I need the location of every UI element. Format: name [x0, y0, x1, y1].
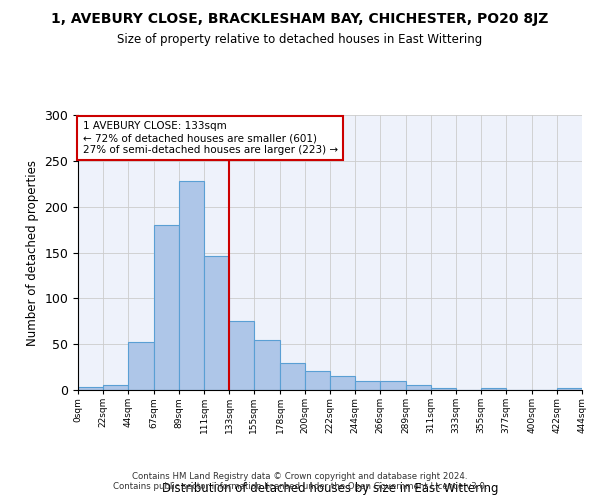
- Text: 1, AVEBURY CLOSE, BRACKLESHAM BAY, CHICHESTER, PO20 8JZ: 1, AVEBURY CLOSE, BRACKLESHAM BAY, CHICH…: [52, 12, 548, 26]
- X-axis label: Distribution of detached houses by size in East Wittering: Distribution of detached houses by size …: [162, 482, 498, 495]
- Bar: [280, 362, 305, 390]
- Y-axis label: Number of detached properties: Number of detached properties: [26, 160, 39, 346]
- Bar: [128, 342, 154, 390]
- Text: Contains HM Land Registry data © Crown copyright and database right 2024.: Contains HM Land Registry data © Crown c…: [132, 472, 468, 481]
- Text: Size of property relative to detached houses in East Wittering: Size of property relative to detached ho…: [118, 32, 482, 46]
- Bar: [355, 381, 380, 390]
- Bar: [103, 386, 128, 390]
- Text: 1 AVEBURY CLOSE: 133sqm
← 72% of detached houses are smaller (601)
27% of semi-d: 1 AVEBURY CLOSE: 133sqm ← 72% of detache…: [83, 122, 338, 154]
- Bar: [254, 340, 280, 390]
- Bar: [78, 387, 103, 390]
- Bar: [204, 256, 229, 390]
- Bar: [179, 181, 204, 390]
- Bar: [557, 388, 582, 390]
- Text: Contains public sector information licensed under the Open Government Licence v3: Contains public sector information licen…: [113, 482, 487, 491]
- Bar: [154, 225, 179, 390]
- Bar: [431, 388, 456, 390]
- Bar: [330, 376, 355, 390]
- Bar: [481, 388, 506, 390]
- Bar: [305, 371, 330, 390]
- Bar: [406, 386, 431, 390]
- Bar: [380, 381, 406, 390]
- Bar: [229, 322, 254, 390]
